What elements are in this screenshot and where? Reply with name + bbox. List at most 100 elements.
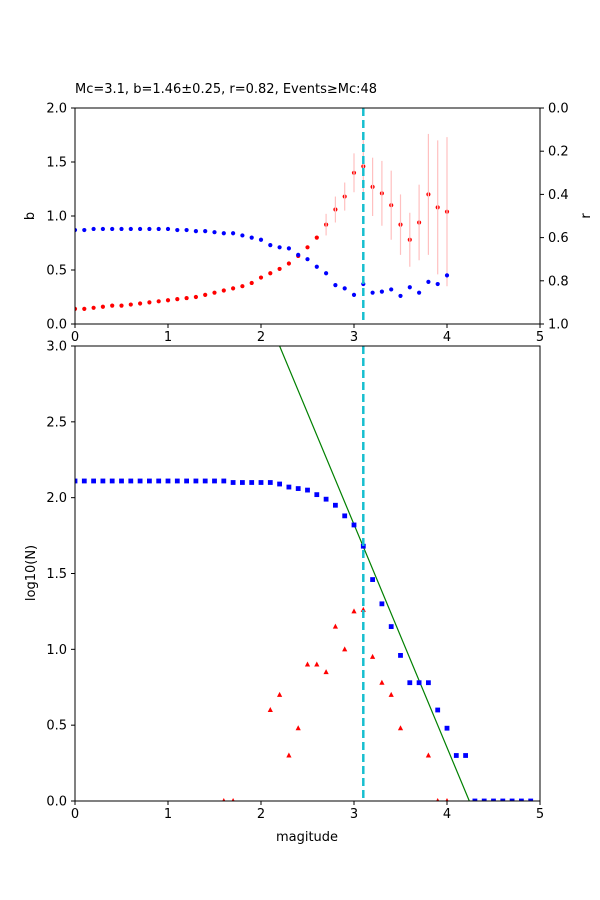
y-tick-label: 2.5 [46,415,67,430]
cumulative-count-point [249,480,255,485]
cumulative-count-point [472,798,478,801]
cumulative-count-point [230,480,236,485]
r-value-point [110,226,115,232]
r-value-point [435,281,440,287]
x-tick-label: 5 [536,807,544,822]
r-value-point [258,237,264,242]
cumulative-count-point [75,478,78,484]
cumulative-count-point [323,496,329,502]
incremental-count-point [388,691,394,697]
y-tick-label: 0.5 [46,719,67,734]
y2-tick-label: 0.8 [548,274,569,289]
b-value-point [203,292,208,297]
cumulative-count-point [91,478,96,484]
r-value-point [324,271,329,276]
b-value-point [75,306,78,311]
cumulative-count-point [453,753,459,758]
cumulative-count-point [519,798,524,801]
r-value-point [398,293,403,299]
b-value-point [165,298,171,303]
r-value-point [286,246,291,251]
r-value-point [119,226,124,232]
b-value-point [212,290,217,295]
cumulative-count-point [305,487,310,493]
cumulative-count-point [240,480,245,485]
x-tick-label: 0 [71,807,79,822]
r-value-point [147,226,152,232]
plot-content [75,133,450,311]
y-tick-label: 1.0 [46,643,67,658]
top-chart-title: Mc=3.1, b=1.46±0.25, r=0.82, Events≥Mc:4… [75,82,377,97]
x-tick-label: 4 [443,330,451,345]
b-value-point [286,261,291,266]
r-value-point [156,226,161,232]
r-value-point [221,231,226,236]
r-value-point [444,273,450,278]
cumulative-count-point [258,480,264,485]
x-tick-label: 5 [536,330,544,345]
r-value-point [379,289,384,294]
cumulative-count-point [267,480,273,485]
x-tick-label: 0 [71,330,79,345]
cumulative-count-point [463,753,468,758]
cumulative-count-point [398,653,403,658]
incremental-count-point [314,661,320,667]
r-value-point [333,283,338,288]
incremental-count-point [323,669,329,675]
cumulative-count-point [128,478,134,484]
cumulative-count-point [81,478,87,484]
cumulative-count-point [174,478,180,484]
top-y-axis-label: b [23,212,38,220]
incremental-count-point [370,653,376,659]
x-tick-label: 3 [350,807,358,822]
r-value-point [231,231,236,236]
cumulative-count-point [416,680,422,686]
r-value-point [175,227,180,233]
incremental-count-point [267,707,273,712]
cumulative-count-point [147,478,152,484]
cumulative-count-point [109,478,115,484]
cumulative-count-point [212,478,217,484]
x-tick-label: 1 [164,807,172,822]
y2-tick-label: 1.0 [548,318,569,333]
cumulative-count-point [221,478,227,484]
r-value-point [184,227,189,233]
cumulative-count-point [435,707,441,713]
incremental-count-point [351,608,357,614]
y-tick-label: 2.0 [46,102,67,117]
cumulative-count-point [202,478,208,484]
cumulative-count-point [295,486,301,491]
bottom-x-axis-label: magitude [276,830,338,845]
r-value-point [314,264,319,269]
cumulative-count-point [500,798,506,801]
y2-tick-label: 0.6 [548,231,569,246]
x-tick-label: 2 [257,807,265,822]
y2-tick-label: 0.0 [548,102,569,117]
r-value-point [138,226,143,232]
r-value-point [305,257,310,262]
y-tick-label: 2.0 [46,491,67,506]
incremental-count-point [231,798,235,801]
x-tick-label: 4 [443,807,451,822]
incremental-count-point [277,691,283,697]
b-value-point [221,288,226,293]
r-value-point [100,226,105,232]
cumulative-count-point [491,798,496,801]
cumulative-count-point [165,478,171,484]
cumulative-count-point [509,798,515,801]
r-value-point [268,243,273,248]
y-tick-label: 0.0 [46,795,67,810]
cumulative-count-point [370,577,375,582]
r-value-point [240,233,245,238]
r-value-point [351,292,357,297]
b-value-panel: Mc=3.1, b=1.46±0.25, r=0.82, Events≥Mc:4… [23,82,594,345]
b-value-point [268,271,273,276]
incremental-count-point [445,798,449,801]
cumulative-count-point [119,478,124,484]
r-value-point [296,252,301,257]
b-value-point [110,303,115,308]
bottom-plot-area: 0 1 2 3 4 5 0.0 0.5 1.0 1.5 2.0 2.5 3.0 [46,340,544,823]
r-value-point [193,229,198,234]
